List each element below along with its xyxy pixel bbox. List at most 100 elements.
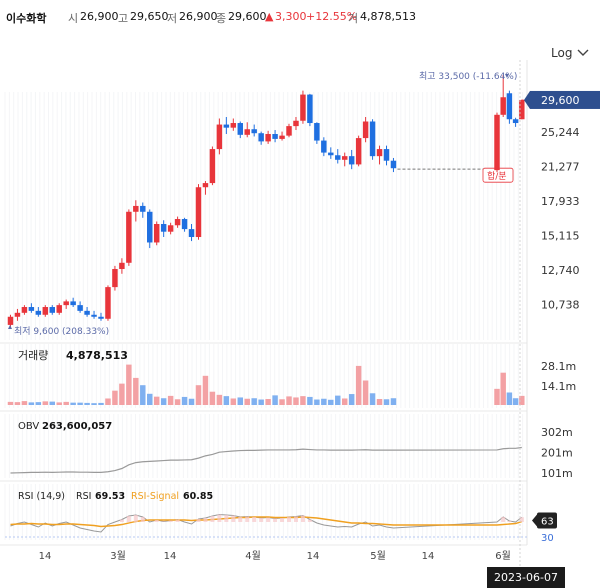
rsi-overbought-fill <box>287 517 292 522</box>
rsi-overbought-fill <box>140 517 145 522</box>
candle-body <box>328 152 334 156</box>
candle-body <box>28 307 35 311</box>
candle-body <box>251 129 257 134</box>
price-tick: 25,244 <box>541 126 580 139</box>
candle-body <box>167 225 174 232</box>
price-tick: 15,115 <box>541 229 580 242</box>
candle-body <box>286 126 292 136</box>
candle-body <box>244 129 250 135</box>
change-value: 3,300 <box>275 10 307 23</box>
volume-bar <box>63 401 69 405</box>
obv-panel-label: OBV <box>18 421 39 432</box>
max-price-annotation: 최고 33,500 (-11.64%) <box>419 71 517 82</box>
volume-bar <box>244 398 250 405</box>
volume-bar <box>7 401 14 405</box>
volume-bar <box>321 398 327 405</box>
candle-body <box>383 149 390 161</box>
candle-body <box>321 140 327 153</box>
volume-label: 거 <box>348 12 359 25</box>
volume-tick: 28.1m <box>541 360 576 373</box>
volume-bar <box>174 399 181 405</box>
min-marker-icon <box>8 325 12 329</box>
current-price-value: 29,600 <box>541 94 580 107</box>
price-tick: 17,933 <box>541 195 580 208</box>
volume-bar <box>160 398 167 405</box>
candle-body <box>112 268 118 288</box>
volume-panel-label: 거래량 <box>18 349 48 362</box>
volume-bar <box>286 396 292 405</box>
low-label: 저 <box>167 12 178 25</box>
x-tick: 14 <box>307 551 320 562</box>
candle-body <box>307 94 313 124</box>
candle-body <box>181 219 188 230</box>
rsi-overbought-fill <box>280 518 285 522</box>
volume-value: 4,878,513 <box>360 10 416 23</box>
volume-bar <box>147 393 153 405</box>
rsi-overbought-fill <box>161 521 166 522</box>
close-label: 종 <box>216 12 227 25</box>
obv-tick: 201m <box>541 447 573 460</box>
candle-body <box>348 156 355 165</box>
volume-bar <box>112 390 118 405</box>
rsi-overbought-fill <box>300 515 305 522</box>
candle-body <box>355 138 362 165</box>
volume-bar <box>35 402 42 405</box>
volume-bar <box>506 392 513 405</box>
candle-body <box>300 94 306 121</box>
x-tick: 4월 <box>245 550 261 562</box>
rsi-signal-value: 60.85 <box>183 491 213 502</box>
rsi-series-label: RSI <box>76 491 91 502</box>
candle-body <box>63 301 69 306</box>
rsi-overbought-fill <box>507 521 512 522</box>
candle-body <box>376 149 383 157</box>
rsi-tick: 30 <box>541 533 554 544</box>
rsi-overbought-fill <box>266 517 271 522</box>
log-scale-toggle[interactable]: Log <box>551 46 573 60</box>
volume-bar <box>335 395 341 405</box>
volume-bar <box>500 372 506 405</box>
rsi-overbought-fill <box>154 520 159 522</box>
candle-body <box>35 310 42 315</box>
candle-body <box>91 314 97 317</box>
rsi-overbought-fill <box>210 516 215 522</box>
candle-body <box>160 223 167 232</box>
candle-body <box>500 97 506 115</box>
open-label: 시 <box>68 12 79 25</box>
chevron-down-icon[interactable] <box>577 48 589 58</box>
volume-bar <box>105 398 111 405</box>
candle-body <box>49 307 55 313</box>
volume-bar <box>512 398 519 405</box>
volume-tick: 14.1m <box>541 380 576 393</box>
rsi-overbought-fill <box>293 516 298 522</box>
volume-bar <box>181 396 188 405</box>
volume-bar <box>126 364 132 405</box>
candle-body <box>7 316 14 325</box>
x-tick: 6월 <box>495 550 511 562</box>
rsi-overbought-fill <box>224 515 229 522</box>
candle-body <box>14 312 21 317</box>
max-marker-icon <box>505 74 509 78</box>
rsi-overbought-fill <box>259 518 264 522</box>
volume-bar <box>140 385 146 405</box>
candle-body <box>230 123 237 128</box>
candle-body <box>105 287 111 319</box>
rsi-overbought-fill <box>252 517 257 522</box>
candle-body <box>265 134 271 142</box>
volume-bar <box>28 402 35 405</box>
change-percent: +12.55% <box>306 10 358 23</box>
volume-bar <box>202 375 209 405</box>
volume-bar <box>348 394 355 405</box>
volume-bar <box>49 401 55 405</box>
volume-bar <box>265 399 271 405</box>
stock-name[interactable]: 이수화학 <box>6 12 47 25</box>
volume-bar <box>91 403 97 405</box>
volume-bar <box>341 398 348 405</box>
price-tick: 10,738 <box>541 298 580 311</box>
volume-bar <box>195 385 202 405</box>
volume-bar <box>216 394 223 405</box>
volume-bar <box>258 399 264 405</box>
candle-body <box>147 211 153 243</box>
rsi-overbought-fill <box>126 516 131 522</box>
obv-line <box>10 446 522 474</box>
